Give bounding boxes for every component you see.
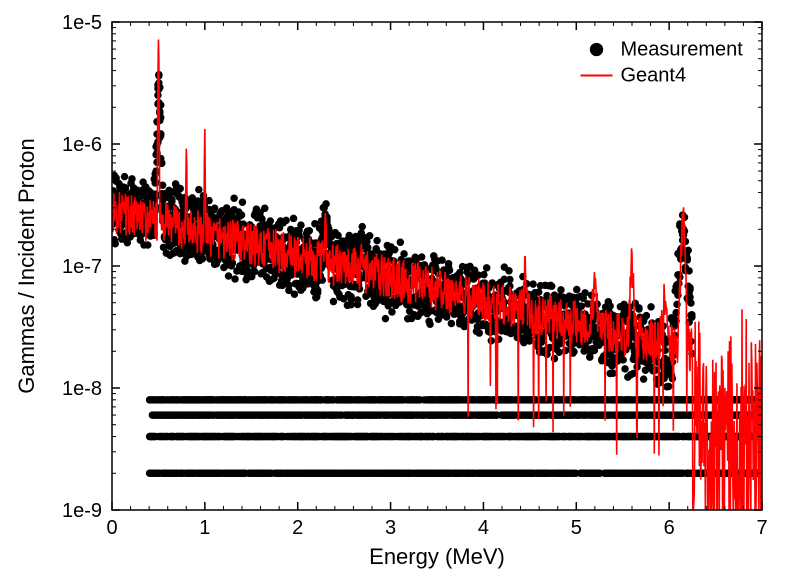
ytick-label: 1e-8 [62,378,102,400]
xtick-label: 4 [478,517,489,539]
y-axis-label: Gammas / Incident Proton [14,138,39,394]
xtick-label: 6 [664,517,675,539]
x-axis-label: Energy (MeV) [369,544,505,569]
ytick-label: 1e-5 [62,12,102,34]
xtick-label: 1 [199,517,210,539]
xtick-label: 0 [106,517,117,539]
xtick-label: 2 [292,517,303,539]
xtick-label: 7 [756,517,767,539]
xtick-label: 3 [385,517,396,539]
ytick-label: 1e-7 [62,256,102,278]
legend-label: Geant4 [621,65,687,87]
chart-container: { "chart": { "type": "scatter-line", "wi… [0,0,800,586]
legend-label: Measurement [621,39,744,61]
spectrum-chart: 0 1 2 3 4 5 6 7 1e-9 1e-8 1e-7 1e-6 1e-5 Energy (MeV)… [0,0,800,586]
xtick-label: 5 [571,517,582,539]
ytick-label: 1e-6 [62,134,102,156]
ytick-label: 1e-9 [62,500,102,522]
